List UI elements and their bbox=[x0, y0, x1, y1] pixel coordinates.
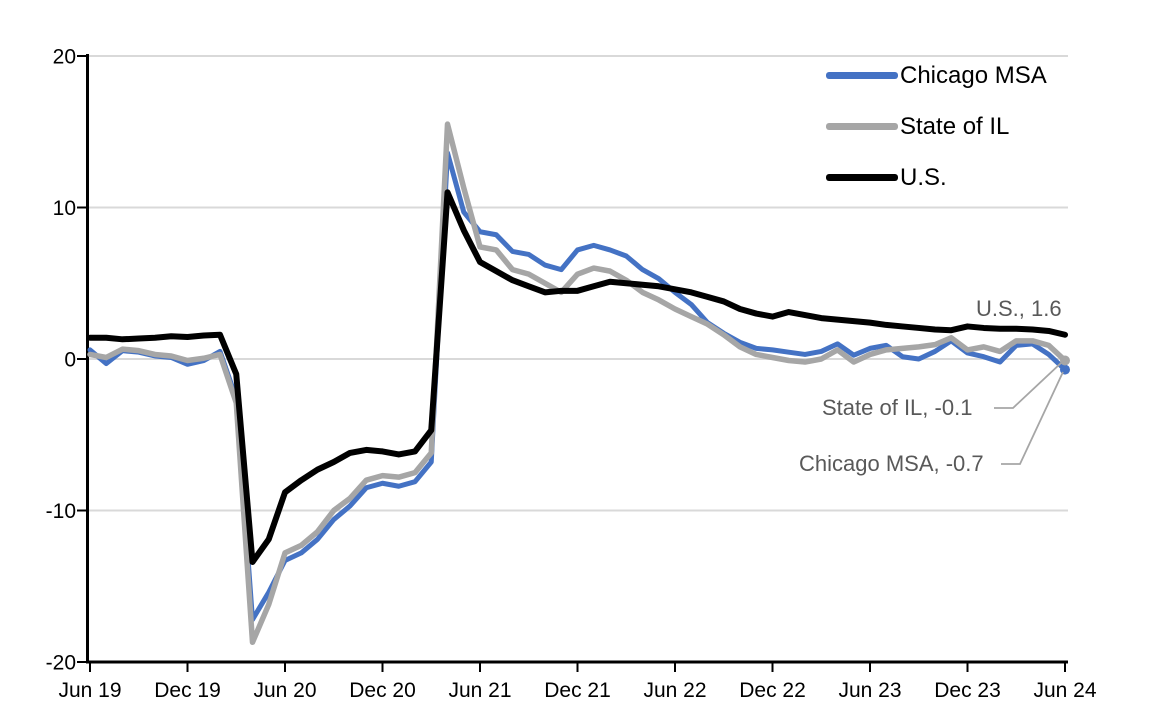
legend-label-us: U.S. bbox=[900, 163, 947, 191]
leader-line-state-of-il bbox=[994, 362, 1062, 409]
y-tick-label: 20 bbox=[53, 46, 76, 69]
y-tick-label: 10 bbox=[53, 197, 76, 220]
x-tick-label: Dec 22 bbox=[739, 679, 806, 702]
legend-swatch-us bbox=[826, 174, 898, 181]
y-tick-label: -20 bbox=[46, 652, 76, 675]
series-line-u-s bbox=[87, 189, 1068, 566]
x-tick-label: Dec 23 bbox=[934, 679, 1001, 702]
x-tick-label: Jun 22 bbox=[643, 679, 706, 702]
x-tick-label: Dec 20 bbox=[349, 679, 416, 702]
x-tick-label: Jun 23 bbox=[838, 679, 901, 702]
annotation-chicago-msa-end-value: Chicago MSA, -0.7 bbox=[799, 451, 984, 476]
series-end-marker-state-of-il bbox=[1060, 355, 1070, 366]
legend-swatch-state-of-il bbox=[826, 123, 898, 130]
x-tick-label: Jun 20 bbox=[253, 679, 316, 702]
annotation-us-end-value: U.S., 1.6 bbox=[976, 296, 1062, 321]
x-tick-label: Jun 24 bbox=[1033, 679, 1096, 702]
annotation-state-of-il-end-value: State of IL, -0.1 bbox=[822, 395, 973, 420]
y-tick-label: 0 bbox=[64, 349, 76, 372]
x-tick-label: Dec 19 bbox=[154, 679, 221, 702]
y-tick-label: -10 bbox=[46, 500, 76, 523]
legend-label-chicago-msa: Chicago MSA bbox=[900, 61, 1047, 89]
x-tick-label: Dec 21 bbox=[544, 679, 611, 702]
leader-line-chicago-msa bbox=[1001, 371, 1064, 465]
legend-item-state-of-il: State of IL bbox=[826, 101, 1047, 152]
x-tick-label: Jun 21 bbox=[448, 679, 511, 702]
legend-label-state-of-il: State of IL bbox=[900, 112, 1010, 140]
x-tick-label: Jun 19 bbox=[58, 679, 121, 702]
legend-swatch-chicago-msa bbox=[826, 72, 898, 79]
legend-item-chicago-msa: Chicago MSA bbox=[826, 50, 1047, 101]
legend-item-us: U.S. bbox=[826, 152, 1047, 203]
legend: Chicago MSA State of IL U.S. bbox=[826, 50, 1047, 203]
series-line-state-of-il bbox=[87, 121, 1068, 646]
